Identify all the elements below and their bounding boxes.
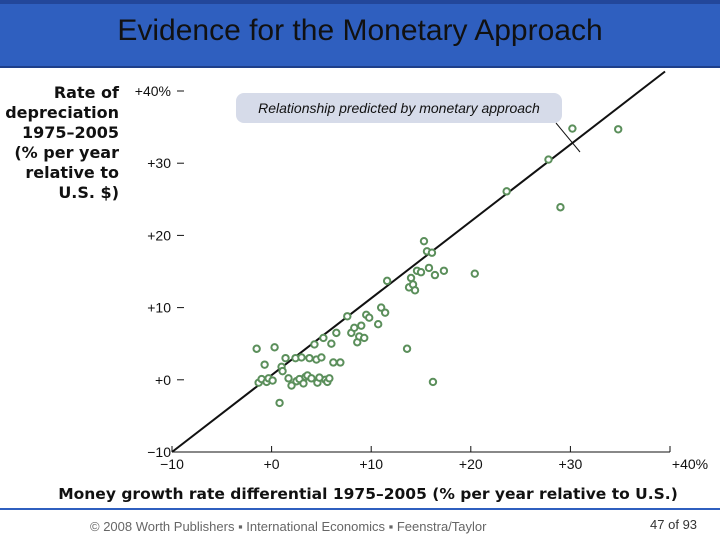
- y-tick-label: −10: [147, 444, 171, 460]
- data-point: [556, 203, 565, 212]
- title-bar-edge: [0, 0, 720, 4]
- annotation-leader-line: [555, 122, 581, 153]
- data-point: [568, 124, 577, 133]
- x-tick-label: +40%: [672, 456, 708, 472]
- y-axis-label-line: (% per year: [14, 143, 119, 162]
- y-tick-label: +40%: [135, 83, 171, 99]
- page-current: 47: [650, 517, 665, 532]
- data-point: [380, 308, 390, 317]
- data-point: [428, 377, 438, 387]
- data-point: [427, 248, 437, 257]
- data-point: [373, 320, 383, 329]
- data-point: [299, 379, 308, 388]
- page-number: 47 of 93: [650, 517, 697, 532]
- data-point: [260, 360, 269, 369]
- data-point: [275, 398, 284, 408]
- data-point: [382, 276, 392, 286]
- x-tick-label: −10: [160, 456, 184, 472]
- data-point: [350, 323, 359, 333]
- data-point: [406, 273, 416, 283]
- data-point: [343, 312, 352, 321]
- data-points: [252, 124, 623, 408]
- y-tick-label: +10: [147, 300, 171, 316]
- y-axis-label-line: Rate of: [54, 83, 120, 102]
- data-point: [336, 358, 345, 367]
- footer-credit: © 2008 Worth Publishers ▪ International …: [90, 519, 487, 534]
- y-axis-label-line: relative to: [25, 163, 119, 182]
- y-axis-label-line: 1975–2005: [22, 123, 119, 142]
- data-point: [419, 236, 429, 246]
- data-point: [430, 270, 440, 280]
- data-point: [402, 344, 412, 353]
- annotation-text: Relationship predicted by monetary appro…: [258, 100, 540, 116]
- page-of: of: [668, 517, 679, 532]
- data-point: [439, 266, 449, 275]
- data-point: [325, 374, 334, 383]
- y-tick-label: +0: [155, 372, 171, 388]
- data-point: [502, 187, 511, 196]
- data-point: [365, 313, 374, 322]
- data-point: [327, 339, 336, 348]
- y-axis-label-line: depreciation: [5, 103, 119, 122]
- y-tick-label: +30: [147, 155, 171, 171]
- data-point: [281, 353, 290, 363]
- data-point: [268, 376, 277, 385]
- x-tick-label: +10: [359, 456, 383, 472]
- data-point: [357, 321, 366, 330]
- data-point: [332, 328, 341, 338]
- x-axis-label: Money growth rate differential 1975–2005…: [58, 485, 678, 503]
- data-point: [329, 358, 338, 367]
- data-point: [284, 374, 293, 383]
- x-tick-label: +20: [459, 456, 483, 472]
- data-point: [305, 353, 314, 363]
- data-point: [424, 263, 434, 273]
- data-point: [310, 340, 319, 349]
- y-axis: −10 +0 +10 +20 +30 +40%: [135, 83, 184, 460]
- data-point: [287, 381, 296, 390]
- x-tick-label: +0: [264, 456, 280, 472]
- data-point: [252, 344, 261, 353]
- data-point: [297, 353, 306, 362]
- y-axis-label-line: U.S. $): [58, 183, 119, 202]
- page-total: 93: [682, 517, 698, 532]
- data-point: [278, 366, 287, 376]
- title-bar: Evidence for the Monetary Approach: [0, 0, 720, 68]
- data-point: [270, 343, 279, 352]
- data-point: [307, 374, 316, 383]
- x-axis: −10 +0 +10 +20 +30 +40%: [160, 446, 708, 472]
- y-tick-label: +20: [147, 227, 171, 243]
- data-point: [544, 155, 553, 164]
- slide-title: Evidence for the Monetary Approach: [117, 14, 603, 47]
- footer-divider: [0, 508, 720, 510]
- data-point: [416, 268, 426, 277]
- reference-line: [171, 70, 666, 453]
- data-point: [360, 333, 369, 343]
- annotation-box: [236, 93, 562, 123]
- data-point: [317, 353, 326, 362]
- x-tick-label: +30: [559, 456, 583, 472]
- data-point: [614, 125, 623, 134]
- data-point: [319, 333, 328, 343]
- data-point: [410, 286, 420, 295]
- data-point: [470, 269, 479, 278]
